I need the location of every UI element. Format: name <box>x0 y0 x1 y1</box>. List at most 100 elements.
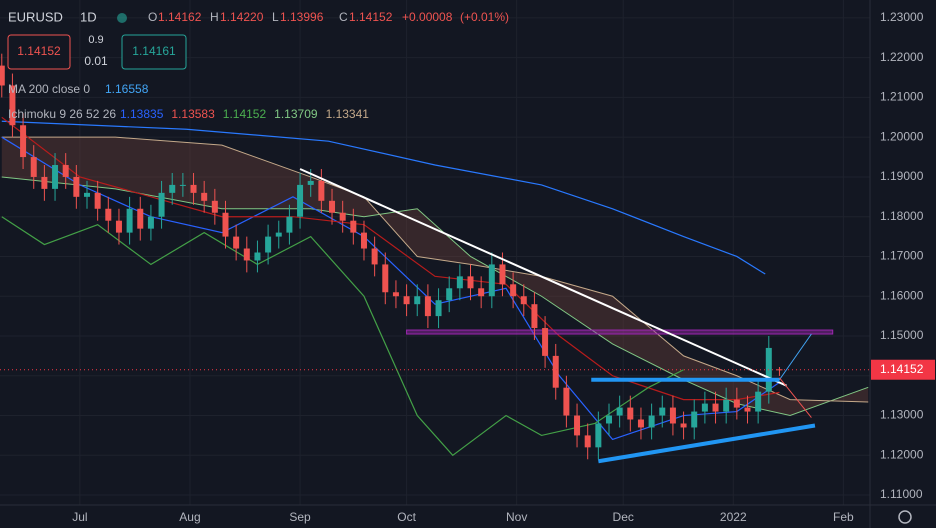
ichimoku-legend-value: 1.13341 <box>326 107 370 121</box>
y-tick-label: 1.21000 <box>880 90 924 104</box>
candle-body <box>360 232 367 249</box>
candle-body <box>403 296 410 305</box>
candle-body <box>329 200 336 213</box>
candle-body <box>616 407 623 416</box>
drawing-line <box>779 333 812 381</box>
interval[interactable]: 1D <box>80 9 97 24</box>
candle-body <box>179 184 186 186</box>
ichimoku-legend-value: 1.13583 <box>171 107 215 121</box>
candle-body <box>744 407 751 412</box>
symbol[interactable]: EURUSD <box>8 9 63 24</box>
y-tick-label: 1.18000 <box>880 209 924 223</box>
candle-body <box>371 248 378 265</box>
sell-price: 1.14152 <box>17 44 61 58</box>
candle-body <box>254 252 261 261</box>
buy-button[interactable] <box>121 34 187 70</box>
sell-button[interactable] <box>7 34 71 70</box>
candle-body <box>297 184 304 217</box>
quantity[interactable]: 0.01 <box>84 54 108 68</box>
candle-body <box>201 192 208 201</box>
candle-body <box>339 212 346 221</box>
candle-body <box>52 165 59 189</box>
candle-body <box>755 391 762 412</box>
candle-body <box>62 165 69 177</box>
candle-body <box>446 288 453 301</box>
ohlc-letter: H <box>210 10 219 24</box>
x-tick-label: 2022 <box>720 510 747 524</box>
candle-body <box>552 355 559 388</box>
last-price-box <box>871 359 935 380</box>
ichimoku-legend-label[interactable]: Ichimoku 9 26 52 26 <box>8 107 116 121</box>
ohlc-letter: L <box>272 10 279 24</box>
spread: 0.9 <box>88 34 103 46</box>
candle-body <box>169 184 176 193</box>
candle-body <box>0 65 5 86</box>
span-b-line <box>1 136 869 403</box>
candle-body <box>712 403 719 412</box>
candle-body <box>595 423 602 448</box>
ohlc-letter: C <box>339 10 348 24</box>
x-tick-label: Jul <box>72 510 87 524</box>
y-tick-label: 1.19000 <box>880 169 924 183</box>
candle-body <box>584 435 591 448</box>
candle-body <box>243 248 250 261</box>
status-dot <box>117 13 127 23</box>
ma-legend-label[interactable]: MA 200 close 0 <box>8 82 90 96</box>
y-tick-label: 1.23000 <box>880 10 924 24</box>
candle-body <box>158 192 165 217</box>
candle-body <box>30 157 37 177</box>
candle-body <box>286 216 293 233</box>
candle-body <box>307 180 314 185</box>
candle-body <box>211 200 218 213</box>
candle-body <box>147 216 154 229</box>
candle-body <box>115 220 122 233</box>
candle-body <box>318 180 325 201</box>
zone <box>406 329 834 335</box>
ichimoku-legend-value: 1.14152 <box>223 107 267 121</box>
candle-body <box>531 304 538 329</box>
ohlc-value: 1.13996 <box>280 10 324 24</box>
ohlc-value: 1.14162 <box>158 10 202 24</box>
candle-body <box>606 415 612 424</box>
candle-body <box>733 399 740 408</box>
y-tick-label: 1.12000 <box>880 447 924 461</box>
candle-body <box>382 264 389 293</box>
x-tick-label: Oct <box>397 510 416 524</box>
candle-body <box>648 415 655 428</box>
x-tick-label: Aug <box>179 510 200 524</box>
drawing-line <box>779 377 812 418</box>
candle-body <box>41 176 48 189</box>
candle-body <box>669 407 676 424</box>
legend-overlay: EURUSD 1D O 1.14162 H 1.14220 L 1.13996 … <box>7 9 509 121</box>
settings-icon[interactable] <box>898 510 912 524</box>
candle-body <box>20 125 27 158</box>
ohlc-letter: O <box>148 10 157 24</box>
candle-body <box>137 208 144 229</box>
y-tick-label: 1.16000 <box>880 288 924 302</box>
candle-body <box>680 423 687 428</box>
candle-body <box>723 399 730 412</box>
x-tick-label: Feb <box>833 510 854 524</box>
ichimoku-cloud <box>1 137 869 416</box>
candle-body <box>467 276 474 289</box>
candle-body <box>701 403 708 412</box>
candle-body <box>414 296 421 305</box>
candle-body <box>424 296 431 317</box>
candle-body <box>190 184 197 193</box>
candle-body <box>265 236 272 253</box>
ohlc-value: 1.14220 <box>220 10 264 24</box>
candle-body <box>691 411 698 428</box>
candle-body <box>488 264 495 297</box>
drawing-line <box>598 423 816 464</box>
candle-body <box>222 212 229 237</box>
candle-body <box>94 192 101 209</box>
ichimoku-legend-value: 1.13835 <box>120 107 164 121</box>
ichimoku-legend-value: 1.13709 <box>274 107 318 121</box>
candle-body <box>105 208 112 221</box>
ohlc-change: +0.00008 <box>402 10 453 24</box>
ohlc-change-pct: (+0.01%) <box>460 10 509 24</box>
ohlc-value: 1.14152 <box>349 10 393 24</box>
x-tick-label: Dec <box>613 510 634 524</box>
candle-body <box>84 192 90 197</box>
